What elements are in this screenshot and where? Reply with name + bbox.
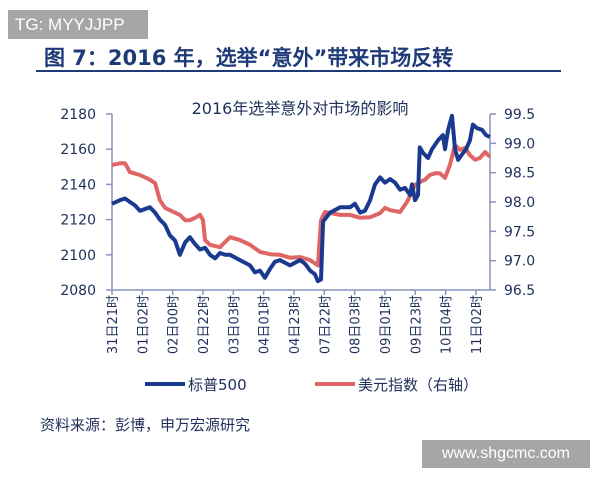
right-tick-label: 99.0: [504, 136, 535, 152]
left-tick-label: 2100: [60, 248, 96, 264]
right-tick-label: 97.0: [504, 254, 535, 270]
left-tick-label: 2080: [60, 283, 96, 299]
x-tick-label: 08日03时: [349, 295, 364, 354]
x-tick-label: 07日22时: [318, 295, 333, 354]
left-tick-label: 2180: [60, 107, 96, 123]
legend-label: 标普500: [188, 376, 247, 394]
x-tick-label: 01日02时: [136, 295, 151, 354]
x-tick-label: 09日01时: [379, 295, 394, 354]
chart-title: 2016年选举意外对市场的影响: [192, 99, 409, 118]
x-tick-label: 02日00时: [167, 295, 182, 354]
watermark-top: TG: MYYJJPP: [8, 10, 148, 39]
series-line-sp500: [111, 113, 491, 284]
x-tick-label: 10日04时: [440, 295, 455, 354]
figure-title: 图 7：2016 年，选举“意外”带来市场反转: [44, 46, 454, 70]
legend-label: 美元指数（右轴）: [358, 376, 478, 394]
right-tick-label: 97.5: [504, 224, 535, 240]
x-tick-label: 02日22时: [197, 295, 212, 354]
right-tick-label: 98.5: [504, 166, 535, 182]
right-tick-label: 98.0: [504, 195, 535, 211]
watermark-bottom: www.shgcmc.com: [422, 440, 590, 468]
x-tick-label: 11日02时: [470, 295, 485, 354]
x-tick-label: 03日03时: [227, 295, 242, 354]
series-line-dxy: [111, 143, 492, 268]
source-note: 资料来源：彭博，申万宏源研究: [40, 416, 251, 434]
right-tick-label: 99.5: [504, 107, 535, 123]
x-tick-label: 09日23时: [409, 295, 424, 354]
title-underline: [36, 70, 561, 72]
x-tick-label: 31日21时: [106, 295, 121, 354]
right-tick-label: 96.5: [504, 283, 535, 299]
left-tick-label: 2160: [60, 142, 96, 158]
left-tick-label: 2140: [60, 177, 96, 193]
left-tick-label: 2120: [60, 213, 96, 229]
x-tick-label: 04日23时: [288, 295, 303, 354]
x-tick-label: 04日01时: [258, 295, 273, 354]
